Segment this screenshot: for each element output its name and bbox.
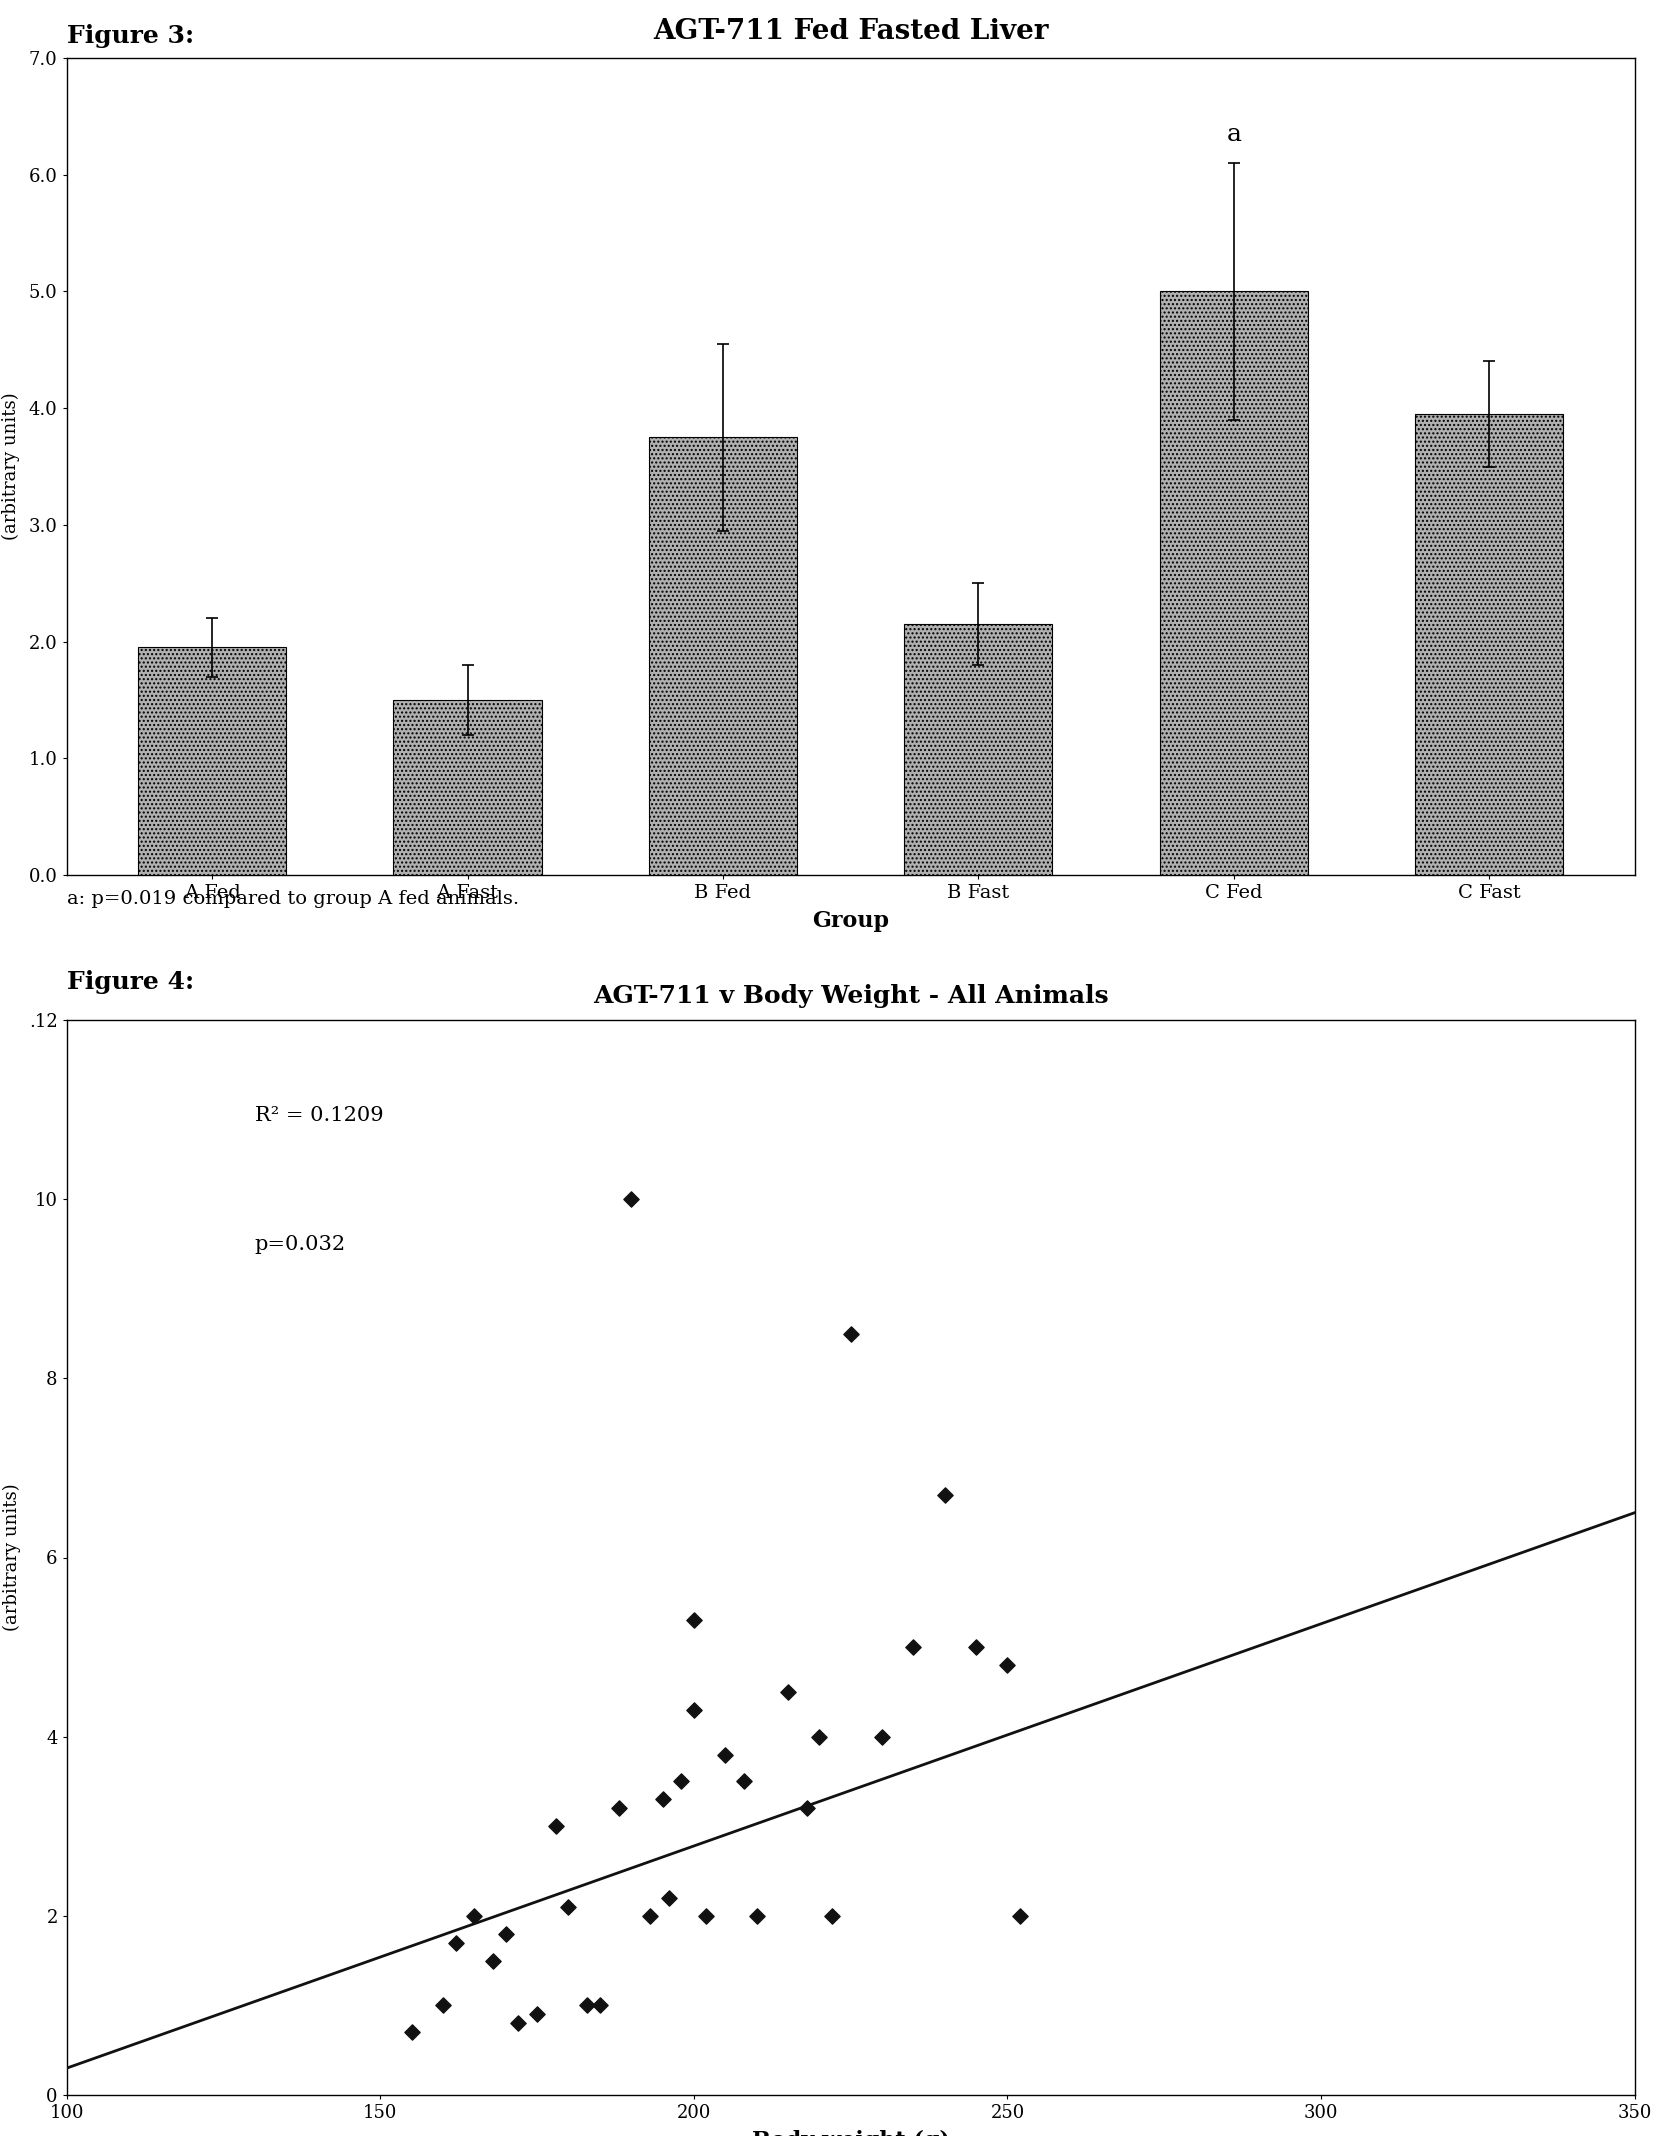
Y-axis label: AGT-711 Gene Expression
(arbitrary units): AGT-711 Gene Expression (arbitrary units… — [0, 348, 20, 585]
Point — [931, 1478, 957, 1512]
Point — [399, 2014, 425, 2048]
Point — [574, 1989, 600, 2023]
Text: Figure 4:: Figure 4: — [67, 970, 193, 995]
Point — [731, 1764, 757, 1799]
Point — [505, 2006, 532, 2040]
Bar — [904, 624, 1053, 876]
Point — [837, 1316, 864, 1350]
Title: AGT-711 v Body Weight - All Animals: AGT-711 v Body Weight - All Animals — [592, 985, 1109, 1008]
Text: R² = 0.1209: R² = 0.1209 — [255, 1106, 384, 1126]
Point — [637, 1899, 664, 1933]
Point — [819, 1899, 846, 1933]
Text: a: a — [1226, 122, 1241, 145]
Text: Figure 3:: Figure 3: — [67, 23, 193, 49]
Point — [694, 1899, 721, 1933]
Point — [869, 1719, 896, 1754]
Text: a: p=0.019 compared to group A fed animals.: a: p=0.019 compared to group A fed anima… — [67, 891, 519, 908]
Bar — [1414, 414, 1563, 876]
Point — [492, 1916, 519, 1950]
Text: p=0.032: p=0.032 — [255, 1235, 345, 1254]
Point — [555, 1890, 582, 1925]
Bar — [1159, 290, 1308, 876]
Point — [524, 1997, 550, 2031]
Bar — [649, 438, 797, 876]
Point — [774, 1675, 801, 1709]
X-axis label: Group: Group — [812, 910, 889, 931]
Point — [744, 1899, 771, 1933]
Point — [617, 1181, 644, 1215]
Point — [806, 1719, 832, 1754]
Point — [712, 1737, 739, 1771]
Point — [542, 1809, 569, 1843]
Y-axis label: AGT-711 Gene Expression
(arbitrary units): AGT-711 Gene Expression (arbitrary units… — [0, 1440, 20, 1677]
Point — [460, 1899, 487, 1933]
Bar — [394, 701, 542, 876]
Point — [649, 1781, 676, 1816]
Point — [681, 1692, 707, 1726]
Point — [794, 1792, 821, 1826]
Point — [1007, 1899, 1034, 1933]
Point — [587, 1989, 614, 2023]
Title: AGT-711 Fed Fasted Liver: AGT-711 Fed Fasted Liver — [652, 17, 1049, 45]
Point — [962, 1630, 989, 1664]
Point — [442, 1927, 469, 1961]
Point — [605, 1792, 632, 1826]
Point — [656, 1882, 682, 1916]
Point — [480, 1944, 507, 1978]
Point — [667, 1764, 694, 1799]
Point — [994, 1647, 1021, 1681]
Bar — [138, 647, 287, 876]
Point — [430, 1989, 457, 2023]
X-axis label: Body weight (g): Body weight (g) — [752, 2130, 949, 2136]
Point — [681, 1604, 707, 1638]
Point — [901, 1630, 927, 1664]
